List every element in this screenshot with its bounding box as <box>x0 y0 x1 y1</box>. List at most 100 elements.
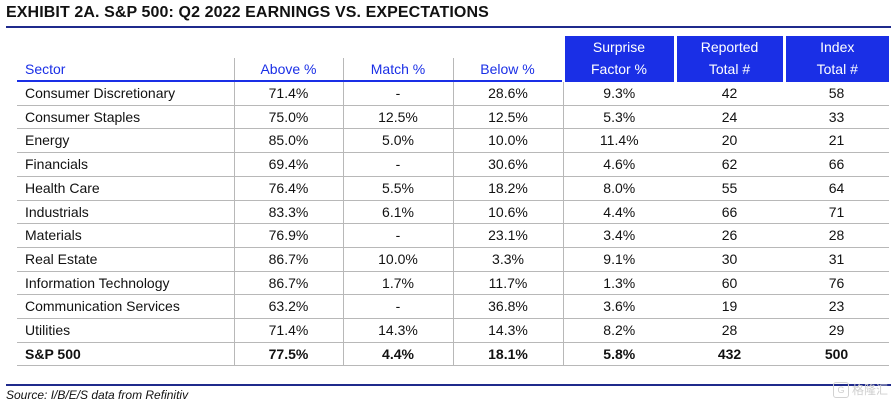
column-header-below: Below % <box>452 58 563 82</box>
cell-factor: 8.2% <box>562 318 675 343</box>
cell-reported-total: 60 <box>675 271 784 296</box>
cell-sector: Real Estate <box>17 247 234 272</box>
total-row: S&P 500 77.5% 4.4% 18.1% 5.8% 432 500 <box>17 342 889 367</box>
table-row: Industrials 83.3% 6.1% 10.6% 4.4% 66 71 <box>17 200 889 225</box>
cell-index-total: 33 <box>784 105 889 130</box>
table-row: Materials 76.9% -23.1% 3.4% 26 28 <box>17 223 889 248</box>
source-note: Source: I/B/E/S data from Refinitiv <box>6 388 189 402</box>
cell-factor: 3.4% <box>562 223 675 248</box>
cell-below: 10.0% <box>452 128 563 154</box>
cell-factor: 5.3% <box>562 105 675 130</box>
earnings-table: Surprise Reported Index Sector Above % M… <box>17 36 889 367</box>
table-row: Energy 85.0% 5.0% 10.0% 11.4% 20 21 <box>17 128 889 154</box>
cell-sector: Consumer Discretionary <box>17 81 234 106</box>
cell-below: 11.7% <box>452 271 563 296</box>
table-row: Consumer Discretionary 71.4% -28.6% 9.3% 42 5… <box>17 81 889 106</box>
cell-reported-total: 20 <box>675 128 784 154</box>
footer-rule <box>6 384 891 386</box>
cell-index-total: 28 <box>784 223 889 248</box>
cell-reported-total: 62 <box>675 152 784 177</box>
cell-factor: 5.8% <box>562 342 675 367</box>
table-row: Utilities 71.4% 14.3% 14.3% 8.2% 28 29 <box>17 318 889 343</box>
cell-reported-total: 432 <box>675 342 784 367</box>
cell-above: 71.4% <box>233 318 343 343</box>
cell-index-total: 58 <box>784 81 889 106</box>
exhibit-title: EXHIBIT 2A. S&P 500: Q2 2022 EARNINGS VS… <box>6 4 489 21</box>
header-row-top: Surprise Reported Index <box>17 36 889 58</box>
cell-match: 5.5% <box>342 176 453 201</box>
cell-sector: Communication Services <box>17 294 234 320</box>
column-header-sector: Sector <box>17 58 234 82</box>
cell-above: 71.4% <box>233 81 343 106</box>
cell-index-total: 64 <box>784 176 889 201</box>
cell-above: 76.4% <box>233 176 343 201</box>
cell-sector: Energy <box>17 128 234 154</box>
cell-match: 5.0% <box>342 128 453 154</box>
cell-match: - <box>342 294 453 320</box>
app-logo-icon: G <box>832 381 849 398</box>
cell-above: 76.9% <box>233 223 343 248</box>
cell-index-total: 21 <box>784 128 889 154</box>
cell-below: 18.1% <box>452 342 563 367</box>
cell-match: - <box>342 152 453 177</box>
cell-factor: 9.3% <box>562 81 675 106</box>
cell-reported-total: 26 <box>675 223 784 248</box>
cell-reported-total: 42 <box>675 81 784 106</box>
cell-index-total: 31 <box>784 247 889 272</box>
table-row: Consumer Staples 75.0% 12.5% 12.5% 5.3% 24 33 <box>17 105 889 130</box>
cell-index-total: 66 <box>784 152 889 177</box>
cell-match: 10.0% <box>342 247 453 272</box>
cell-reported-total: 24 <box>675 105 784 130</box>
cell-below: 3.3% <box>452 247 563 272</box>
column-header-reported-total: Total # <box>673 58 784 82</box>
cell-below: 23.1% <box>452 223 563 248</box>
cell-below: 14.3% <box>452 318 563 343</box>
cell-index-total: 23 <box>784 294 889 320</box>
header-reported: Reported <box>673 36 784 58</box>
table-row: Financials 69.4% -30.6% 4.6% 62 66 <box>17 152 889 177</box>
cell-sector: Health Care <box>17 176 234 201</box>
cell-sector: Utilities <box>17 318 234 343</box>
cell-below: 12.5% <box>452 105 563 130</box>
cell-above: 69.4% <box>233 152 343 177</box>
cell-factor: 1.3% <box>562 271 675 296</box>
cell-below: 30.6% <box>452 152 563 177</box>
cell-match: 6.1% <box>342 200 453 225</box>
cell-reported-total: 30 <box>675 247 784 272</box>
cell-sector: Consumer Staples <box>17 105 234 130</box>
cell-below: 10.6% <box>452 200 563 225</box>
cell-above: 86.7% <box>233 247 343 272</box>
cell-reported-total: 28 <box>675 318 784 343</box>
cell-sector: Information Technology <box>17 271 234 296</box>
cell-match: 1.7% <box>342 271 453 296</box>
cell-factor: 8.0% <box>562 176 675 201</box>
cell-index-total: 29 <box>784 318 889 343</box>
cell-index-total: 71 <box>784 200 889 225</box>
cell-reported-total: 66 <box>675 200 784 225</box>
cell-match: - <box>342 81 453 106</box>
header-index: Index <box>782 36 889 58</box>
cell-factor: 11.4% <box>562 128 675 154</box>
column-header-index-total: Total # <box>782 58 889 82</box>
cell-above: 85.0% <box>233 128 343 154</box>
cell-reported-total: 55 <box>675 176 784 201</box>
cell-factor: 9.1% <box>562 247 675 272</box>
watermark-text: 格隆汇 <box>851 383 888 397</box>
cell-above: 75.0% <box>233 105 343 130</box>
column-header-factor: Factor % <box>561 58 675 82</box>
cell-above: 86.7% <box>233 271 343 296</box>
cell-factor: 4.4% <box>562 200 675 225</box>
column-header-above: Above % <box>233 58 343 82</box>
cell-above: 83.3% <box>233 200 343 225</box>
cell-sector: Financials <box>17 152 234 177</box>
cell-above: 77.5% <box>233 342 343 367</box>
table-body: Consumer Discretionary 71.4% -28.6% 9.3% 42 5… <box>17 81 889 367</box>
watermark: G 格隆汇 <box>832 381 888 398</box>
cell-sector: S&P 500 <box>17 342 234 367</box>
cell-match: - <box>342 223 453 248</box>
cell-sector: Materials <box>17 223 234 248</box>
cell-below: 28.6% <box>452 81 563 106</box>
table-row: Communication Services 63.2% -36.8% 3.6% 19 2… <box>17 294 889 320</box>
cell-match: 12.5% <box>342 105 453 130</box>
cell-index-total: 76 <box>784 271 889 296</box>
